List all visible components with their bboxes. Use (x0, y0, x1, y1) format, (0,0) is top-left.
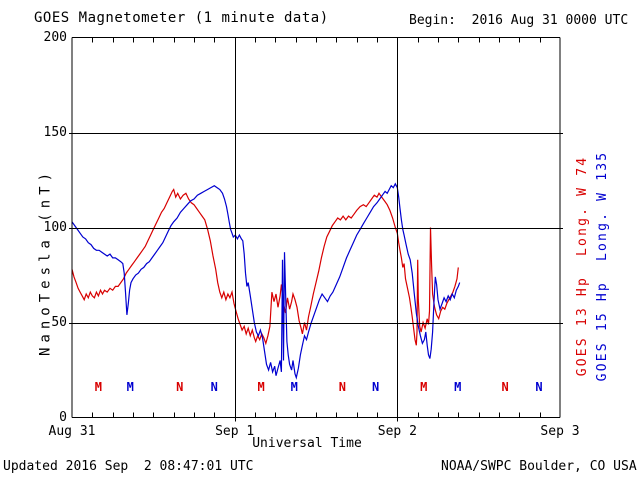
marker-M-undefined: M (420, 380, 427, 394)
marker-M-undefined: M (95, 380, 102, 394)
marker-N-undefined: N (339, 380, 346, 394)
marker-N-undefined: N (535, 380, 542, 394)
marker-N-undefined: N (501, 380, 508, 394)
updated-timestamp: Updated 2016 Sep 2 08:47:01 UTC (3, 459, 254, 474)
y-tick-label-100: 100 (43, 219, 67, 235)
trace-goes-13 (71, 188, 459, 346)
page-title: GOES Magnetometer (1 minute data) (34, 10, 329, 26)
legend-goes13-label: GOES 13 Hp Long. W 74 (574, 155, 590, 377)
x-axis-title: Universal Time (252, 436, 362, 451)
marker-M-undefined: M (127, 380, 134, 394)
trace-goes-15 (71, 182, 461, 380)
marker-N-undefined: N (176, 380, 183, 394)
x-tick-label-aug-31: Aug 31 (48, 424, 96, 439)
y-tick-label-200: 200 (43, 29, 67, 45)
x-tick-label-sep-2: Sep 2 (377, 424, 417, 439)
marker-N-undefined: N (372, 380, 379, 394)
marker-M-undefined: M (291, 380, 298, 394)
x-tick-label-sep-1: Sep 1 (215, 424, 255, 439)
legend-goes15-label: GOES 15 Hp Long. W 135 (594, 150, 610, 382)
x-tick-label-sep-3: Sep 3 (540, 424, 580, 439)
y-tick-label-0: 0 (59, 409, 67, 425)
y-tick-label-150: 150 (43, 124, 67, 140)
marker-N-undefined: N (211, 380, 218, 394)
begin-timestamp-label: Begin: 2016 Aug 31 0000 UTC (409, 13, 629, 28)
marker-M-undefined: M (454, 380, 461, 394)
y-tick-label-50: 50 (51, 314, 67, 330)
marker-M-undefined: M (257, 380, 264, 394)
source-credit: NOAA/SWPC Boulder, CO USA (441, 459, 637, 474)
